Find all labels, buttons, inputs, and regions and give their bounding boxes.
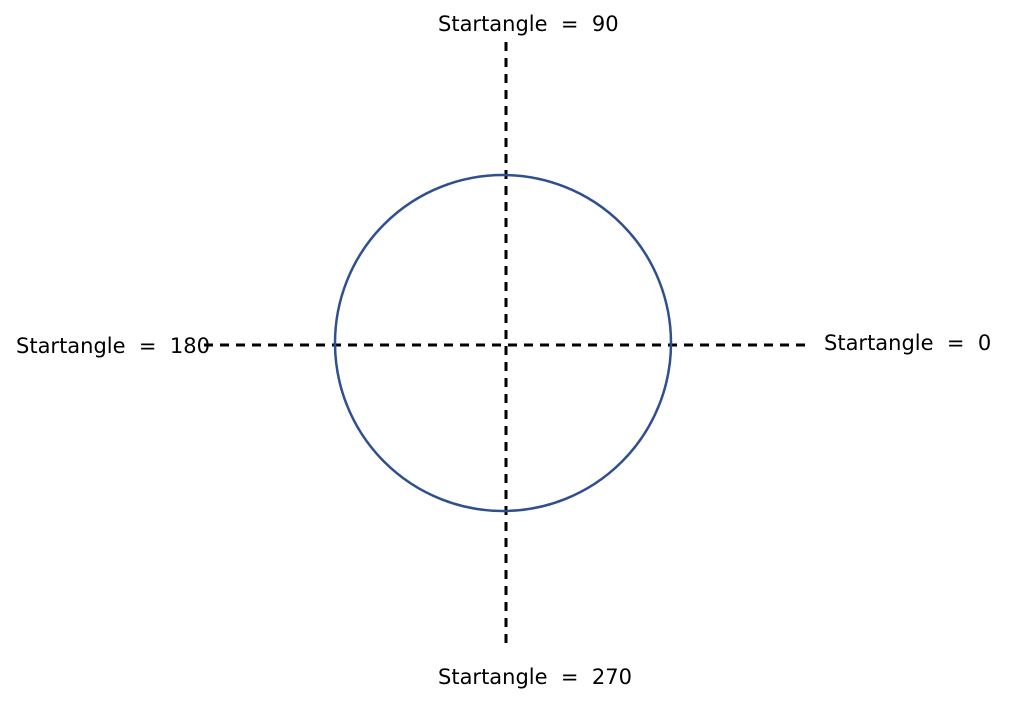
label-startangle-180: Startangle = 180 <box>16 334 210 358</box>
label-startangle-0: Startangle = 0 <box>824 331 991 355</box>
label-startangle-90: Startangle = 90 <box>438 12 619 36</box>
reference-circle <box>333 173 673 513</box>
label-startangle-270: Startangle = 270 <box>438 665 632 689</box>
